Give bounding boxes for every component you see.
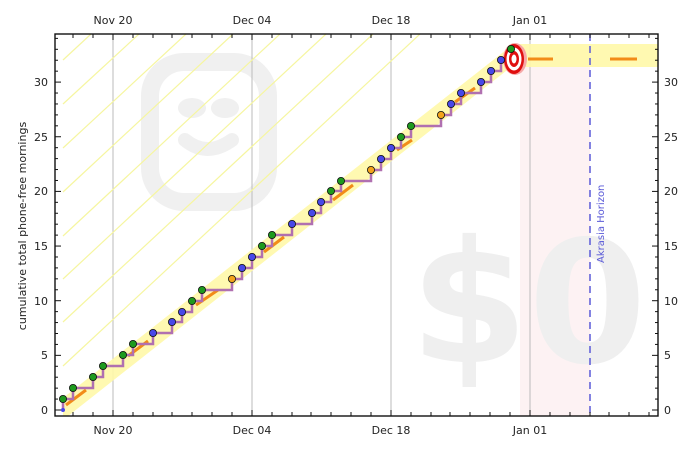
y-tick-label: 25 [664,131,678,144]
data-point [227,274,236,283]
y-tick-label: 15 [664,240,678,253]
akrasia-horizon-label: Akrasia Horizon [596,185,607,263]
data-point [506,45,515,54]
x-tick-label: Jan 01 [512,14,547,27]
y-tick-label: 0 [664,404,671,417]
y-tick-labels-right: 0 5 10 15 20 25 30 [664,76,678,417]
data-points [59,45,515,412]
bullseye-icon [503,43,527,75]
data-point [257,241,266,250]
data-point [396,132,405,141]
data-point [247,252,256,261]
data-point [406,122,415,131]
data-point [69,383,78,392]
data-point [237,263,246,272]
data-point [187,296,196,305]
x-gridlines [112,34,531,416]
data-point [59,394,68,403]
data-point [326,186,335,195]
x-tick-label: Dec 04 [233,424,272,437]
x-tick-label: Jan 01 [512,424,547,437]
y-axis-label: cumulative total phone-free mornings [16,122,29,331]
x-ticks [72,34,650,416]
data-point [177,307,186,316]
x-tick-label: Dec 04 [233,14,272,27]
data-point [148,328,157,337]
x-tick-labels-top: Nov 20 Dec 04 Dec 18 Jan 01 [94,14,548,27]
y-tick-label: 20 [34,185,48,198]
data-point [119,350,128,359]
y-tick-label: 30 [34,76,48,89]
y-tick-label: 5 [664,349,671,362]
plot-frame [54,33,659,417]
y-tick-label: 15 [34,240,48,253]
data-point [386,143,395,152]
data-point [446,100,455,109]
data-point [89,372,98,381]
x-tick-label: Dec 18 [372,424,411,437]
data-point [436,111,445,120]
data-point [128,339,137,348]
guide-lines [62,34,421,367]
x-tick-label: Nov 20 [94,14,133,27]
data-point [456,89,465,98]
data-point [366,165,375,174]
y-tick-label: 25 [34,131,48,144]
data-point [316,197,325,206]
x-tick-label: Dec 18 [372,14,411,27]
data-point [336,176,345,185]
data-point [167,317,176,326]
y-tick-label: 0 [41,404,48,417]
data-point [307,208,316,217]
x-tick-labels-bottom: Nov 20 Dec 04 Dec 18 Jan 01 [94,424,548,437]
y-tick-label: 10 [34,295,48,308]
data-point [376,154,385,163]
y-tick-label: 10 [664,295,678,308]
data-point [197,285,206,294]
money-watermark: $0 [410,205,647,403]
data-point [496,56,505,65]
y-ticks [55,37,658,411]
data-point [486,67,495,76]
data-point [287,219,296,228]
x-tick-label: Nov 20 [94,424,133,437]
data-point [476,78,485,87]
data-point [99,361,108,370]
future-shaded-region [520,50,590,416]
y-tick-labels-left: 0 5 10 15 20 25 30 [34,76,48,417]
y-tick-label: 5 [41,349,48,362]
y-tick-label: 20 [664,185,678,198]
data-point [267,230,276,239]
y-tick-label: 30 [664,76,678,89]
data-point [61,408,65,412]
